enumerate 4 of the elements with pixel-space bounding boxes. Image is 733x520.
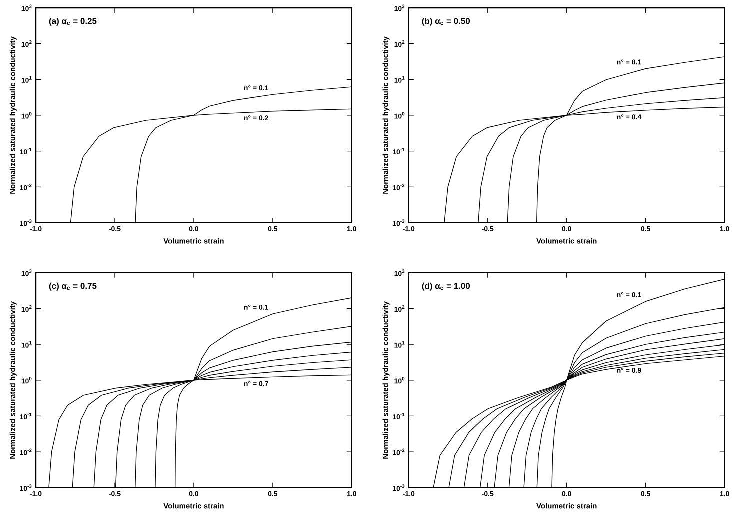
text: (c) α$_{c}$ = 0.75	[49, 282, 97, 291]
text: (d) α$_{c}$ = 1.00	[422, 282, 470, 291]
text: (a) α$_{c}$ = 0.25	[49, 18, 97, 26]
text: (b) α$_{c}$ = 0.50	[422, 18, 470, 26]
